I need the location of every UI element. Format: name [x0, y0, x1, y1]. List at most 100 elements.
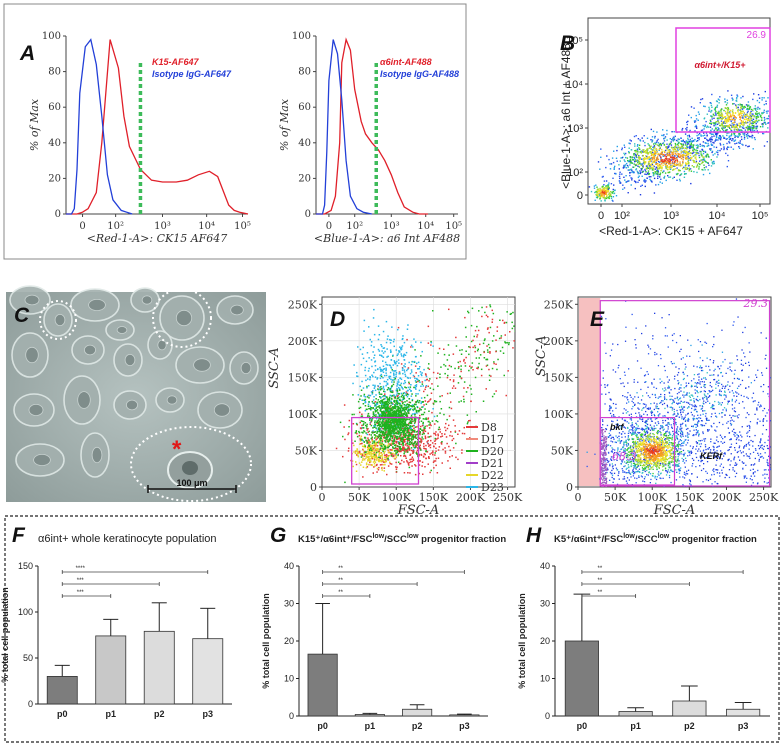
event-point [629, 160, 631, 163]
event-point [399, 425, 402, 428]
event-point [735, 117, 737, 119]
event-point [653, 169, 655, 171]
event-point [422, 422, 424, 425]
event-point [723, 122, 726, 124]
event-point [428, 400, 430, 402]
event-point [424, 425, 426, 428]
event-point [417, 410, 419, 412]
event-point [606, 185, 608, 187]
event-point [754, 105, 756, 107]
event-point [401, 440, 404, 443]
event-point [468, 346, 470, 348]
event-point [650, 176, 652, 178]
event-point [721, 128, 724, 131]
event-point [395, 453, 397, 455]
event-point [458, 366, 460, 368]
event-point [392, 454, 394, 456]
event-point [625, 156, 627, 159]
event-point [356, 448, 358, 450]
event-point [674, 142, 677, 145]
event-point [374, 360, 377, 362]
event-point [367, 431, 369, 433]
event-point [443, 363, 445, 366]
event-point [748, 127, 750, 129]
event-point [392, 370, 394, 372]
event-point [739, 109, 741, 111]
event-point [370, 450, 373, 453]
event-point [426, 378, 428, 381]
event-point [450, 401, 452, 403]
event-point [661, 154, 664, 156]
event-point [366, 440, 368, 442]
event-point [370, 464, 372, 466]
event-point [400, 418, 402, 421]
event-point [755, 117, 758, 120]
event-point [640, 164, 642, 166]
event-point [465, 336, 467, 338]
event-point [752, 124, 754, 127]
event-point [511, 327, 514, 330]
event-point [711, 144, 714, 146]
event-point [400, 392, 403, 395]
event-point [703, 105, 705, 107]
event-point [417, 380, 419, 383]
event-point [370, 424, 373, 427]
event-point [686, 146, 688, 148]
event-point [690, 146, 693, 149]
event-point [391, 391, 394, 394]
event-point [379, 435, 381, 438]
event-point [369, 423, 371, 425]
event-point [670, 150, 672, 153]
event-point [435, 400, 438, 403]
event-point [641, 184, 643, 186]
event-point [396, 395, 399, 398]
event-point [410, 461, 412, 463]
event-point [395, 375, 397, 378]
event-point [382, 365, 385, 367]
event-point [413, 422, 416, 424]
event-point [660, 166, 662, 169]
event-point [393, 430, 395, 432]
event-point [655, 163, 657, 165]
event-point [709, 119, 712, 121]
event-point [373, 396, 375, 398]
event-point [416, 451, 418, 453]
event-point [398, 373, 400, 375]
event-point [431, 420, 434, 422]
event-point [406, 403, 409, 405]
event-point [688, 168, 691, 171]
legend-entry: Isotype IgG-AF647 [152, 69, 232, 79]
event-point [419, 437, 421, 440]
event-point [363, 319, 366, 322]
event-point [392, 447, 394, 449]
event-point [367, 458, 369, 461]
event-point [727, 111, 729, 114]
event-point [407, 463, 410, 465]
event-point [430, 392, 433, 394]
event-point [373, 463, 376, 465]
event-point [747, 129, 749, 131]
event-point [394, 361, 396, 364]
event-point [404, 444, 407, 446]
event-point [382, 459, 384, 461]
event-point [666, 129, 668, 132]
event-point [385, 320, 388, 323]
event-point [378, 423, 380, 425]
event-point [717, 149, 719, 152]
event-point [371, 419, 373, 421]
event-point [489, 352, 491, 354]
event-point [397, 379, 400, 381]
event-point [424, 418, 426, 420]
event-point [681, 147, 683, 150]
event-point [620, 157, 622, 159]
event-point [717, 98, 720, 100]
event-point [413, 360, 416, 363]
event-point [358, 407, 360, 409]
plot-frame [587, 17, 771, 205]
event-point [425, 375, 428, 378]
event-point [446, 359, 449, 361]
event-point [421, 401, 424, 403]
event-point [728, 132, 730, 134]
event-point [374, 389, 377, 392]
event-point [716, 104, 719, 106]
